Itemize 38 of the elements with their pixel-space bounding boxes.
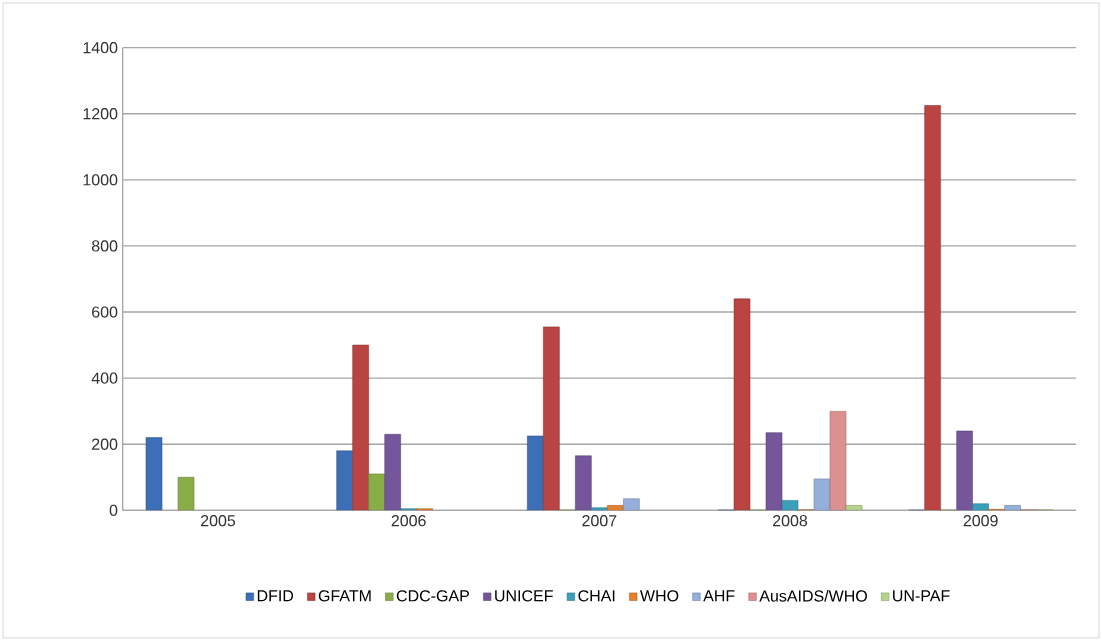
bar — [813, 478, 831, 511]
y-tick-label: 0 — [109, 504, 118, 516]
legend-label: UNICEF — [495, 590, 553, 602]
legend-label: CDC-GAP — [396, 590, 469, 602]
legend-label: AHF — [703, 590, 735, 602]
legend-label: GFATM — [318, 590, 371, 602]
y-tick-label: 1400 — [83, 42, 118, 54]
bar — [575, 455, 592, 511]
bar — [384, 434, 401, 511]
legend-label: WHO — [640, 590, 679, 602]
bar — [607, 505, 624, 511]
y-tick-label: 800 — [91, 240, 118, 252]
y-tick-label: 1000 — [83, 174, 118, 186]
x-tick-label: 2008 — [773, 515, 808, 527]
y-tick-label: 400 — [91, 372, 118, 384]
y-tick-label: 200 — [92, 438, 118, 450]
x-tick-label: 2005 — [201, 515, 236, 527]
x-tick-label: 2006 — [391, 515, 426, 527]
bar — [781, 500, 799, 511]
x-tick-label: 2009 — [963, 515, 998, 527]
legend-label: AusAIDS/WHO — [759, 589, 867, 602]
x-tick-label: 2007 — [582, 515, 617, 527]
bar — [352, 344, 369, 511]
bar — [368, 473, 385, 511]
bar — [972, 503, 989, 511]
bar — [543, 326, 560, 511]
legend-label: UN-PAF — [893, 590, 950, 602]
legend-label: DFID — [257, 590, 294, 602]
bar — [336, 450, 353, 511]
bar — [924, 105, 941, 511]
bar — [591, 507, 608, 511]
y-tick-label: 1200 — [83, 108, 118, 120]
legend-label: CHAI — [578, 590, 615, 602]
bar — [1004, 505, 1021, 511]
bar — [956, 430, 973, 511]
y-tick-label: 600 — [92, 306, 118, 318]
bar — [527, 435, 544, 511]
bar — [623, 498, 640, 511]
